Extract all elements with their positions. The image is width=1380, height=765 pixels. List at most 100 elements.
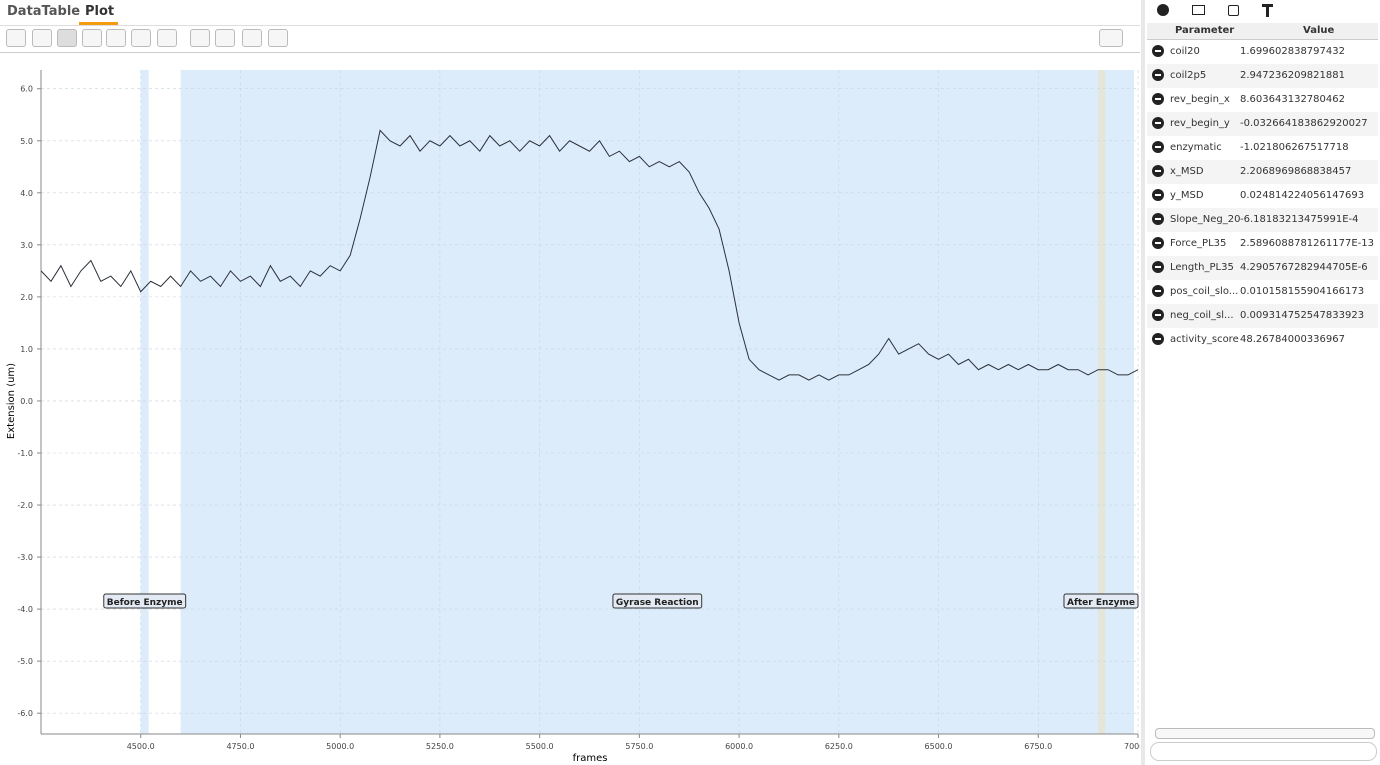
region-label-box [612,593,703,609]
remove-button[interactable] [1152,69,1164,81]
divider [0,52,1140,53]
table-cell: -1.021806267517718 [1240,142,1349,153]
table-cell: neg_coil_sl... [1170,310,1234,321]
y-tick-label: 3.0 [20,241,33,250]
table-row[interactable]: Force_PL35 2.5896088781261177E-13 [1147,232,1378,256]
plot: frames Extension (um) 4500.0 4750.0 5000.0… [6,70,1140,764]
table-cell: 8.603643132780462 [1240,94,1345,105]
x-axis-label: frames [573,753,608,764]
x-tick-label: 5000.0 [326,742,354,751]
table-cell: 0.009314752547833923 [1240,310,1365,321]
region-label-box [1063,593,1139,609]
remove-button[interactable] [1152,45,1164,57]
table-row[interactable]: enzymatic -1.021806267517718 [1147,136,1378,160]
table-cell: 0.024814224056147693 [1240,190,1365,201]
y-tick-label: -3.0 [17,553,33,562]
remove-button[interactable] [1152,309,1164,321]
table-row[interactable]: activity_score 48.26784000336967 [1147,328,1378,352]
pin-icon [1266,4,1269,17]
table-row[interactable]: y_MSD 0.024814224056147693 [1147,184,1378,208]
remove-button[interactable] [1152,333,1164,345]
table-cell: pos_coil_slo... [1170,286,1239,297]
table-cell: Slope_Neg_20 [1170,214,1241,225]
remove-button[interactable] [1152,141,1164,153]
table-cell: -6.18183213475991E-4 [1240,214,1359,225]
region-label-box [103,593,187,609]
y-tick-label: -1.0 [17,449,33,458]
table-cell: enzymatic [1170,142,1222,153]
remove-button[interactable] [1152,285,1164,297]
tool-button[interactable] [131,29,151,47]
table-row[interactable]: coil2p5 2.947236209821881 [1147,64,1378,88]
header-cell: Value [1303,25,1335,36]
x-tick-label: 6250.0 [825,742,853,751]
table-row[interactable]: pos_coil_slo... 0.010158155904166173 [1147,280,1378,304]
tab[interactable]: DataTable [7,4,81,19]
plot-area: 4500.0 4750.0 5000.0 5250.0 5500.0 5750.0 6000… [17,70,1140,751]
y-tick-label: -5.0 [17,657,33,666]
x-tick-label: 6000.0 [725,742,753,751]
tool-button[interactable] [82,29,102,47]
table-row[interactable]: Slope_Neg_20 -6.18183213475991E-4 [1147,208,1378,232]
table-row[interactable]: neg_coil_sl... 0.009314752547833923 [1147,304,1378,328]
table-cell: 2.5896088781261177E-13 [1240,238,1374,249]
x-tick-label: 4500.0 [127,742,155,751]
tool-button[interactable] [157,29,177,47]
tool-button[interactable] [242,29,262,47]
shape-icon[interactable] [1228,5,1239,16]
tool-button[interactable] [106,29,126,47]
x-tick-label: 4750.0 [226,742,254,751]
region-label: Gyrase Reaction [616,598,699,608]
remove-button[interactable] [1152,93,1164,105]
splitter [1141,0,1145,765]
table-cell: 2.2068969868838457 [1240,166,1352,177]
header-cell: Parameter [1175,25,1235,36]
y-tick-label: 1.0 [20,345,33,354]
info-icon[interactable] [1157,4,1169,16]
table-row[interactable]: x_MSD 2.2068969868838457 [1147,160,1378,184]
y-tick-label: 0.0 [20,397,33,406]
table-cell: x_MSD [1170,166,1204,177]
x-tick-label: 5250.0 [426,742,454,751]
table-cell: Length_PL35 [1170,262,1234,273]
table-cell: rev_begin_x [1170,94,1230,105]
y-axis-label: Extension (um) [6,363,17,439]
tool-button[interactable] [32,29,52,47]
remove-button[interactable] [1152,237,1164,249]
tool-button[interactable] [215,29,235,47]
table-cell: 1.699602838797432 [1240,46,1345,57]
tool-button[interactable] [268,29,288,47]
remove-button[interactable] [1152,213,1164,225]
table-cell: coil20 [1170,46,1200,57]
table-row[interactable]: coil20 1.699602838797432 [1147,40,1378,64]
table-cell: Force_PL35 [1170,238,1227,249]
region-label: Before Enzyme [107,598,183,608]
table-cell: -0.032664183862920027 [1240,118,1368,129]
table-icon[interactable] [1192,5,1205,15]
y-tick-label: 6.0 [20,85,33,94]
table-row[interactable]: rev_begin_x 8.603643132780462 [1147,88,1378,112]
region [140,70,149,734]
table-cell: 4.2905767282944705E-6 [1240,262,1368,273]
remove-button[interactable] [1152,165,1164,177]
remove-button[interactable] [1152,261,1164,273]
table-cell: coil2p5 [1170,70,1207,81]
remove-button[interactable] [1152,189,1164,201]
x-tick-label: 5750.0 [625,742,653,751]
y-tick-label: -6.0 [17,709,33,718]
tool-button[interactable] [1099,29,1123,47]
remove-button[interactable] [1152,117,1164,129]
divider [0,25,1140,26]
tab-active[interactable]: Plot [85,4,115,19]
table-row[interactable]: Length_PL35 4.2905767282944705E-6 [1147,256,1378,280]
table-cell: 48.26784000336967 [1240,334,1345,345]
scrollbar[interactable] [1155,728,1375,739]
tool-button[interactable] [57,29,77,47]
search-field[interactable] [1150,742,1377,761]
y-tick-label: -2.0 [17,501,33,510]
tab-underline [79,22,118,25]
tool-button[interactable] [190,29,210,47]
tool-button[interactable] [6,29,26,47]
data-line [41,129,1138,381]
table-row[interactable]: rev_begin_y -0.032664183862920027 [1147,112,1378,136]
